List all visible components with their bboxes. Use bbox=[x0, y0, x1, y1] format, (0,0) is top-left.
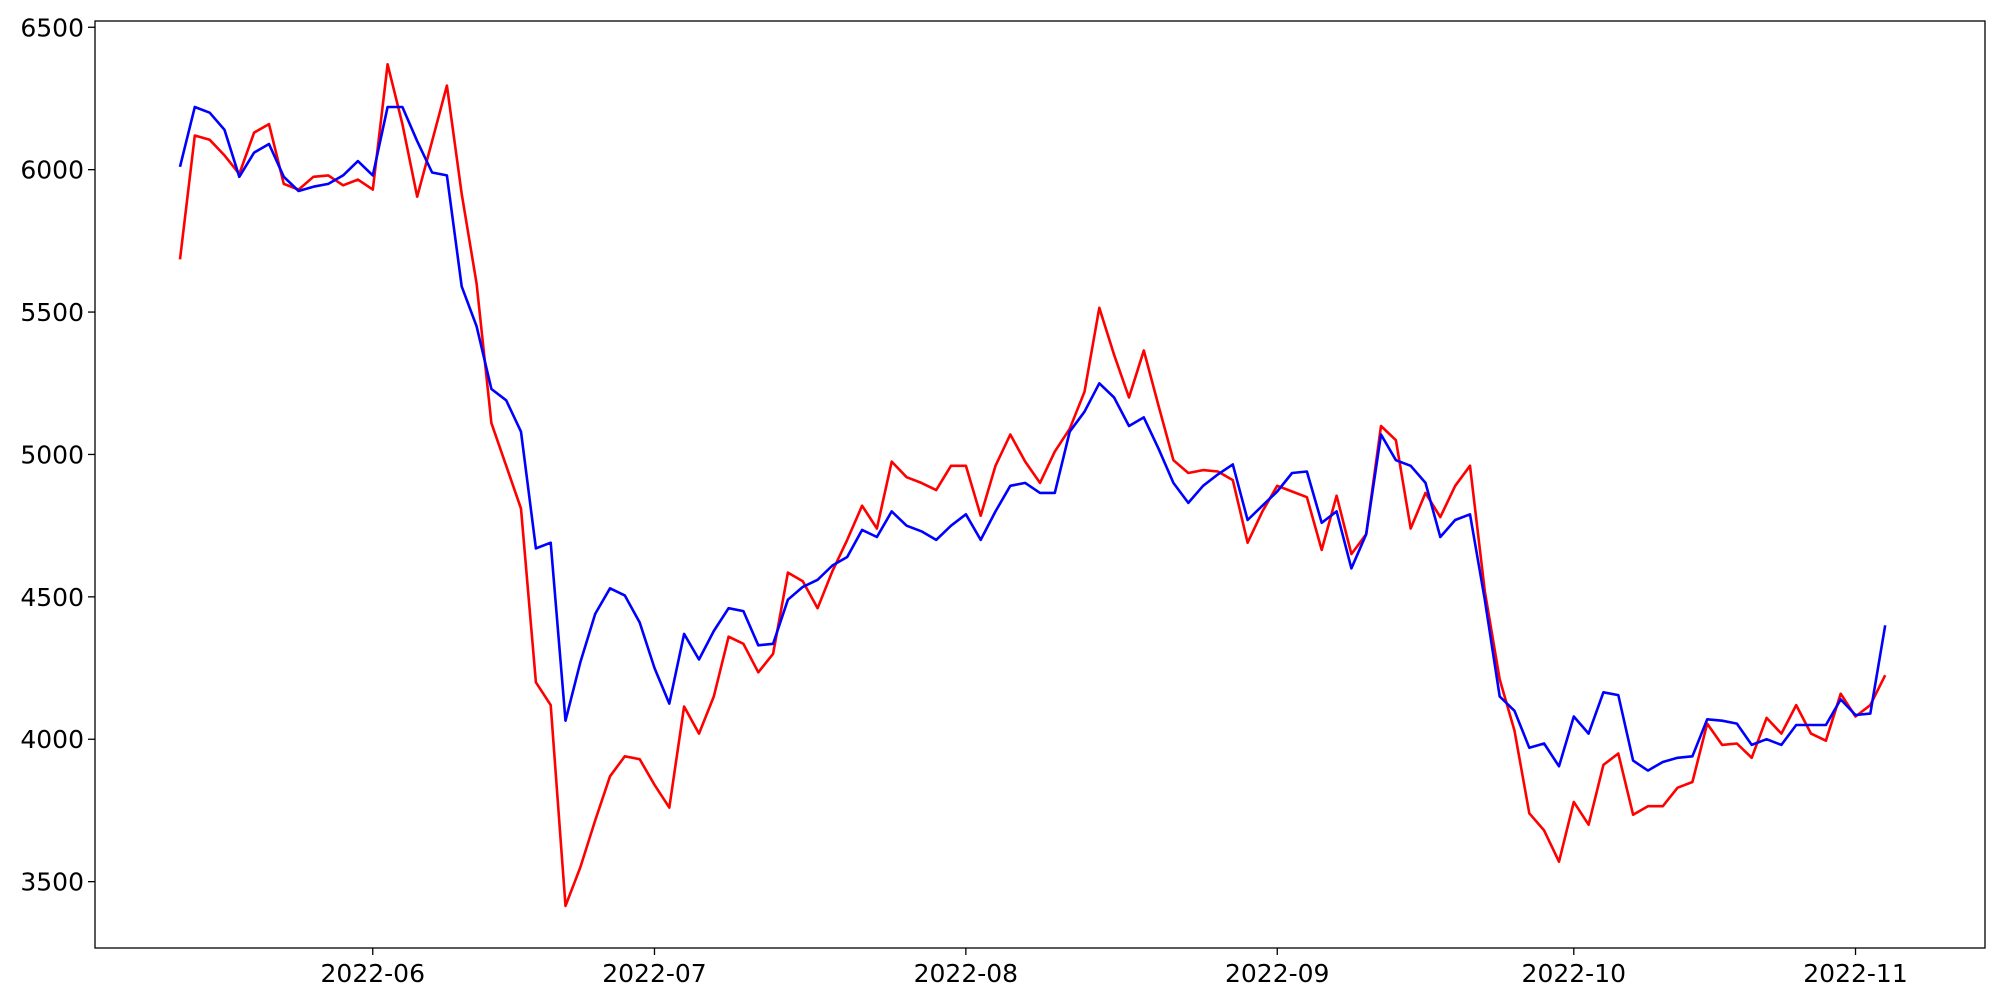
x-tick-label: 2022-10 bbox=[1522, 959, 1626, 988]
y-tick-label: 5500 bbox=[20, 298, 84, 327]
line-series bbox=[178, 105, 1887, 772]
y-tick-label: 6000 bbox=[20, 156, 84, 185]
y-tick-label: 3500 bbox=[20, 868, 84, 897]
line-series bbox=[178, 63, 1887, 908]
x-tick-label: 2022-08 bbox=[914, 959, 1018, 988]
x-tick-label: 2022-07 bbox=[602, 959, 706, 988]
y-tick-label: 6500 bbox=[20, 13, 84, 42]
y-tick-label: 5000 bbox=[20, 440, 84, 469]
x-tick-label: 2022-09 bbox=[1225, 959, 1329, 988]
y-tick-label: 4500 bbox=[20, 583, 84, 612]
y-tick-label: 4000 bbox=[20, 725, 84, 754]
x-tick-label: 2022-06 bbox=[321, 959, 425, 988]
x-tick-label: 2022-11 bbox=[1803, 959, 1907, 988]
plot-frame bbox=[94, 20, 1986, 949]
